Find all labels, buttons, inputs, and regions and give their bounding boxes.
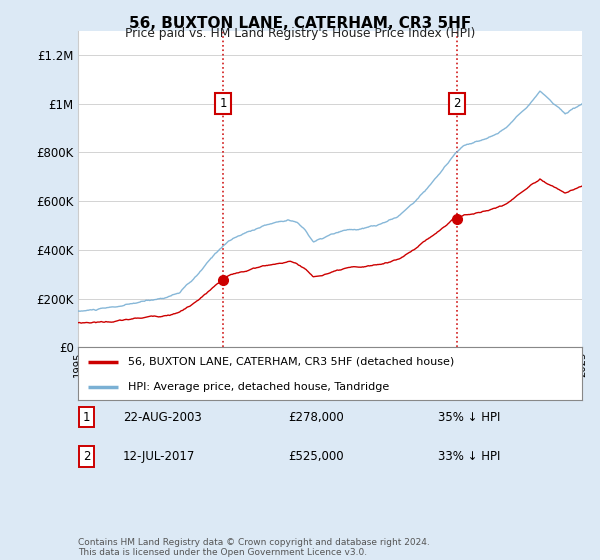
Text: 56, BUXTON LANE, CATERHAM, CR3 5HF (detached house): 56, BUXTON LANE, CATERHAM, CR3 5HF (deta…: [128, 357, 455, 367]
Text: £278,000: £278,000: [288, 410, 344, 424]
Text: 22-AUG-2003: 22-AUG-2003: [123, 410, 202, 424]
Text: 12-JUL-2017: 12-JUL-2017: [123, 450, 196, 463]
Text: 2: 2: [453, 97, 461, 110]
Text: 1: 1: [83, 410, 91, 424]
Text: 56, BUXTON LANE, CATERHAM, CR3 5HF: 56, BUXTON LANE, CATERHAM, CR3 5HF: [129, 16, 471, 31]
Text: 35% ↓ HPI: 35% ↓ HPI: [438, 410, 500, 424]
Text: HPI: Average price, detached house, Tandridge: HPI: Average price, detached house, Tand…: [128, 382, 389, 392]
Text: Contains HM Land Registry data © Crown copyright and database right 2024.
This d: Contains HM Land Registry data © Crown c…: [78, 538, 430, 557]
Text: 2: 2: [83, 450, 91, 463]
Text: £525,000: £525,000: [288, 450, 344, 463]
Text: Price paid vs. HM Land Registry's House Price Index (HPI): Price paid vs. HM Land Registry's House …: [125, 27, 475, 40]
Text: 33% ↓ HPI: 33% ↓ HPI: [438, 450, 500, 463]
Text: 1: 1: [220, 97, 227, 110]
